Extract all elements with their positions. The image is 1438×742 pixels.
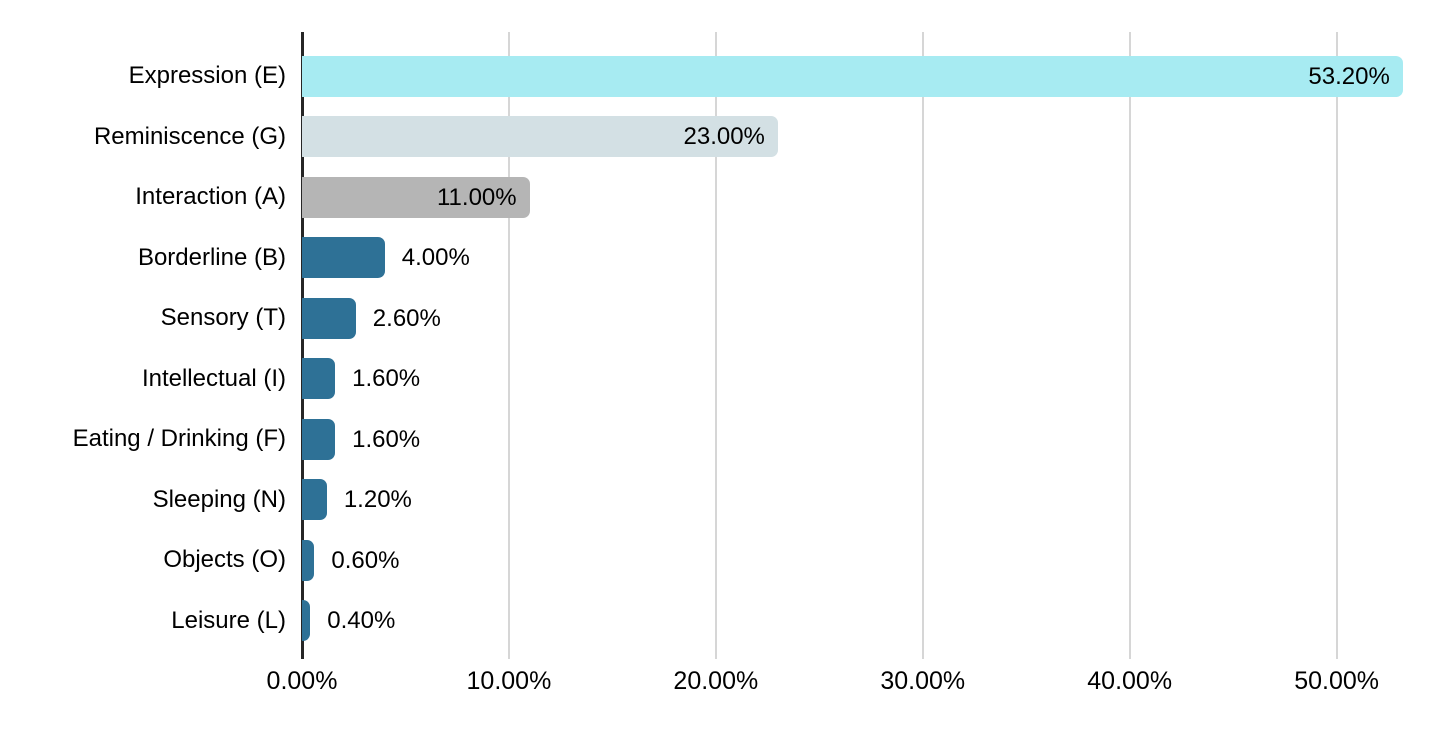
bar-track: 23.00%	[302, 116, 1438, 158]
category-label: Leisure (L)	[171, 606, 286, 634]
value-label: 1.20%	[343, 486, 412, 514]
category-label: Expression (E)	[128, 62, 286, 90]
gridline-10-00	[507, 32, 510, 659]
x-tick-label-20-00: 20.00%	[673, 667, 759, 695]
category-label: Sensory (T)	[160, 304, 286, 332]
bar-row-interaction-a: Interaction (A) 11.00%	[0, 167, 1438, 228]
bar-leisure-l	[302, 600, 311, 642]
value-label: 0.40%	[327, 607, 396, 635]
bar-objects-o	[302, 539, 315, 581]
bar-row-borderline-b: Borderline (B) 4.00%	[0, 228, 1438, 289]
x-tick-label-0-00: 0.00%	[266, 667, 338, 695]
bar-sensory-t	[302, 297, 356, 339]
value-label: 0.60%	[331, 546, 400, 574]
value-label: 1.60%	[352, 365, 421, 393]
value-label: 2.60%	[372, 304, 441, 332]
bar-track: 1.60%	[302, 418, 1438, 460]
x-axis: 0.00% 10.00% 20.00% 30.00% 40.00% 50.00%	[267, 667, 1438, 701]
bar-row-intellectual-i: Intellectual (I) 1.60%	[0, 349, 1438, 410]
bar-expression-e: 53.20%	[302, 55, 1403, 97]
bar-borderline-b	[302, 237, 385, 279]
bar-track: 1.60%	[302, 358, 1438, 400]
bar-row-eating-drinking-f: Eating / Drinking (F) 1.60%	[0, 409, 1438, 470]
bar-track: 1.20%	[302, 479, 1438, 521]
x-tick-label-50-00: 50.00%	[1294, 667, 1379, 695]
category-label: Interaction (A)	[135, 183, 286, 211]
gridline-50-00	[1335, 32, 1338, 659]
category-label: Intellectual (I)	[141, 364, 286, 392]
y-axis-line	[301, 32, 304, 659]
bar-interaction-a: 11.00%	[302, 176, 530, 218]
category-label: Objects (O)	[163, 546, 286, 574]
category-label: Borderline (B)	[137, 243, 286, 271]
bar-row-sensory-t: Sensory (T) 2.60%	[0, 288, 1438, 349]
bar-track: 53.20%	[302, 55, 1438, 97]
category-label: Reminiscence (G)	[93, 122, 286, 150]
x-tick-label-30-00: 30.00%	[880, 667, 966, 695]
value-label: 1.60%	[352, 425, 421, 453]
bar-row-sleeping-n: Sleeping (N) 1.20%	[0, 470, 1438, 531]
bar-intellectual-i	[302, 358, 336, 400]
bar-row-expression-e: Expression (E) 53.20%	[0, 46, 1438, 107]
bar-track: 4.00%	[302, 237, 1438, 279]
x-tick-label-10-00: 10.00%	[466, 667, 552, 695]
bar-track: 2.60%	[302, 297, 1438, 339]
bar-track: 0.40%	[302, 600, 1438, 642]
gridline-40-00	[1128, 32, 1131, 659]
value-label: 53.20%	[1308, 62, 1390, 90]
bar-reminiscence-g: 23.00%	[302, 116, 778, 158]
value-label: 11.00%	[436, 183, 517, 211]
x-tick-label-40-00: 40.00%	[1087, 667, 1173, 695]
gridline-20-00	[714, 32, 717, 659]
bar-track: 11.00%	[302, 176, 1438, 218]
bar-track: 0.60%	[302, 539, 1438, 581]
category-label: Eating / Drinking (F)	[72, 425, 286, 453]
bar-rows: Expression (E) 53.20% Reminiscence (G) 23.0…	[0, 46, 1438, 651]
bar-row-leisure-l: Leisure (L) 0.40%	[0, 591, 1438, 652]
gridline-30-00	[921, 32, 924, 659]
value-label: 23.00%	[683, 123, 765, 151]
bar-row-reminiscence-g: Reminiscence (G) 23.00%	[0, 107, 1438, 168]
bar-row-objects-o: Objects (O) 0.60%	[0, 530, 1438, 591]
bar-sleeping-n	[302, 479, 327, 521]
value-label: 4.00%	[401, 244, 470, 272]
bar-eating-drinking-f	[302, 418, 336, 460]
category-label: Sleeping (N)	[152, 485, 286, 513]
plot-area	[301, 32, 1438, 659]
